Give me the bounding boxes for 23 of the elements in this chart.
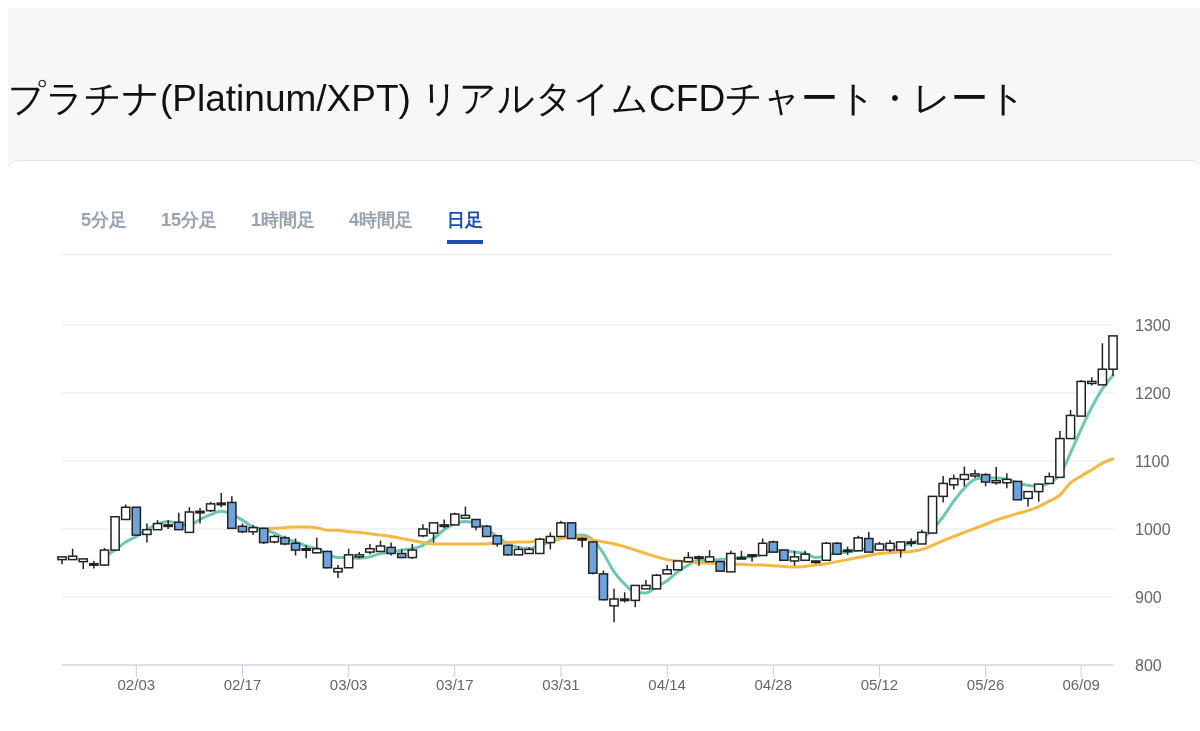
x-tick-label: 04/14 [648, 675, 686, 693]
x-tick-label: 06/09 [1062, 675, 1100, 693]
y-tick-label: 1000 [1135, 520, 1171, 538]
y-tick-label: 1100 [1135, 452, 1170, 470]
x-tick-label: 03/03 [329, 675, 368, 693]
y-tick-label: 1300 [1135, 316, 1171, 334]
x-tick-label: 02/03 [117, 675, 156, 693]
text: 15分足 [161, 209, 218, 232]
x-tick-label: 05/26 [966, 675, 1005, 693]
line-series [262, 457, 1115, 569]
y-tick-label: 800 [1135, 656, 1162, 674]
chart-title: プラチナ(Platinum/XPT) リアルタイムCFDチャート・レート [8, 77, 1027, 121]
text: 4時間足 [349, 209, 414, 232]
text: 日足 [447, 208, 484, 244]
x-tick-label: 02/17 [223, 675, 262, 693]
text: 5分足 [81, 209, 128, 232]
x-tick-label: 03/31 [542, 675, 580, 693]
text: 1時間足 [251, 209, 316, 232]
y-tick-label: 900 [1135, 588, 1162, 606]
x-tick-label: 03/17 [436, 675, 474, 693]
y-tick-label: 1200 [1135, 384, 1171, 402]
x-tick-label: 05/12 [860, 675, 899, 693]
x-tick-label: 04/28 [754, 675, 793, 693]
